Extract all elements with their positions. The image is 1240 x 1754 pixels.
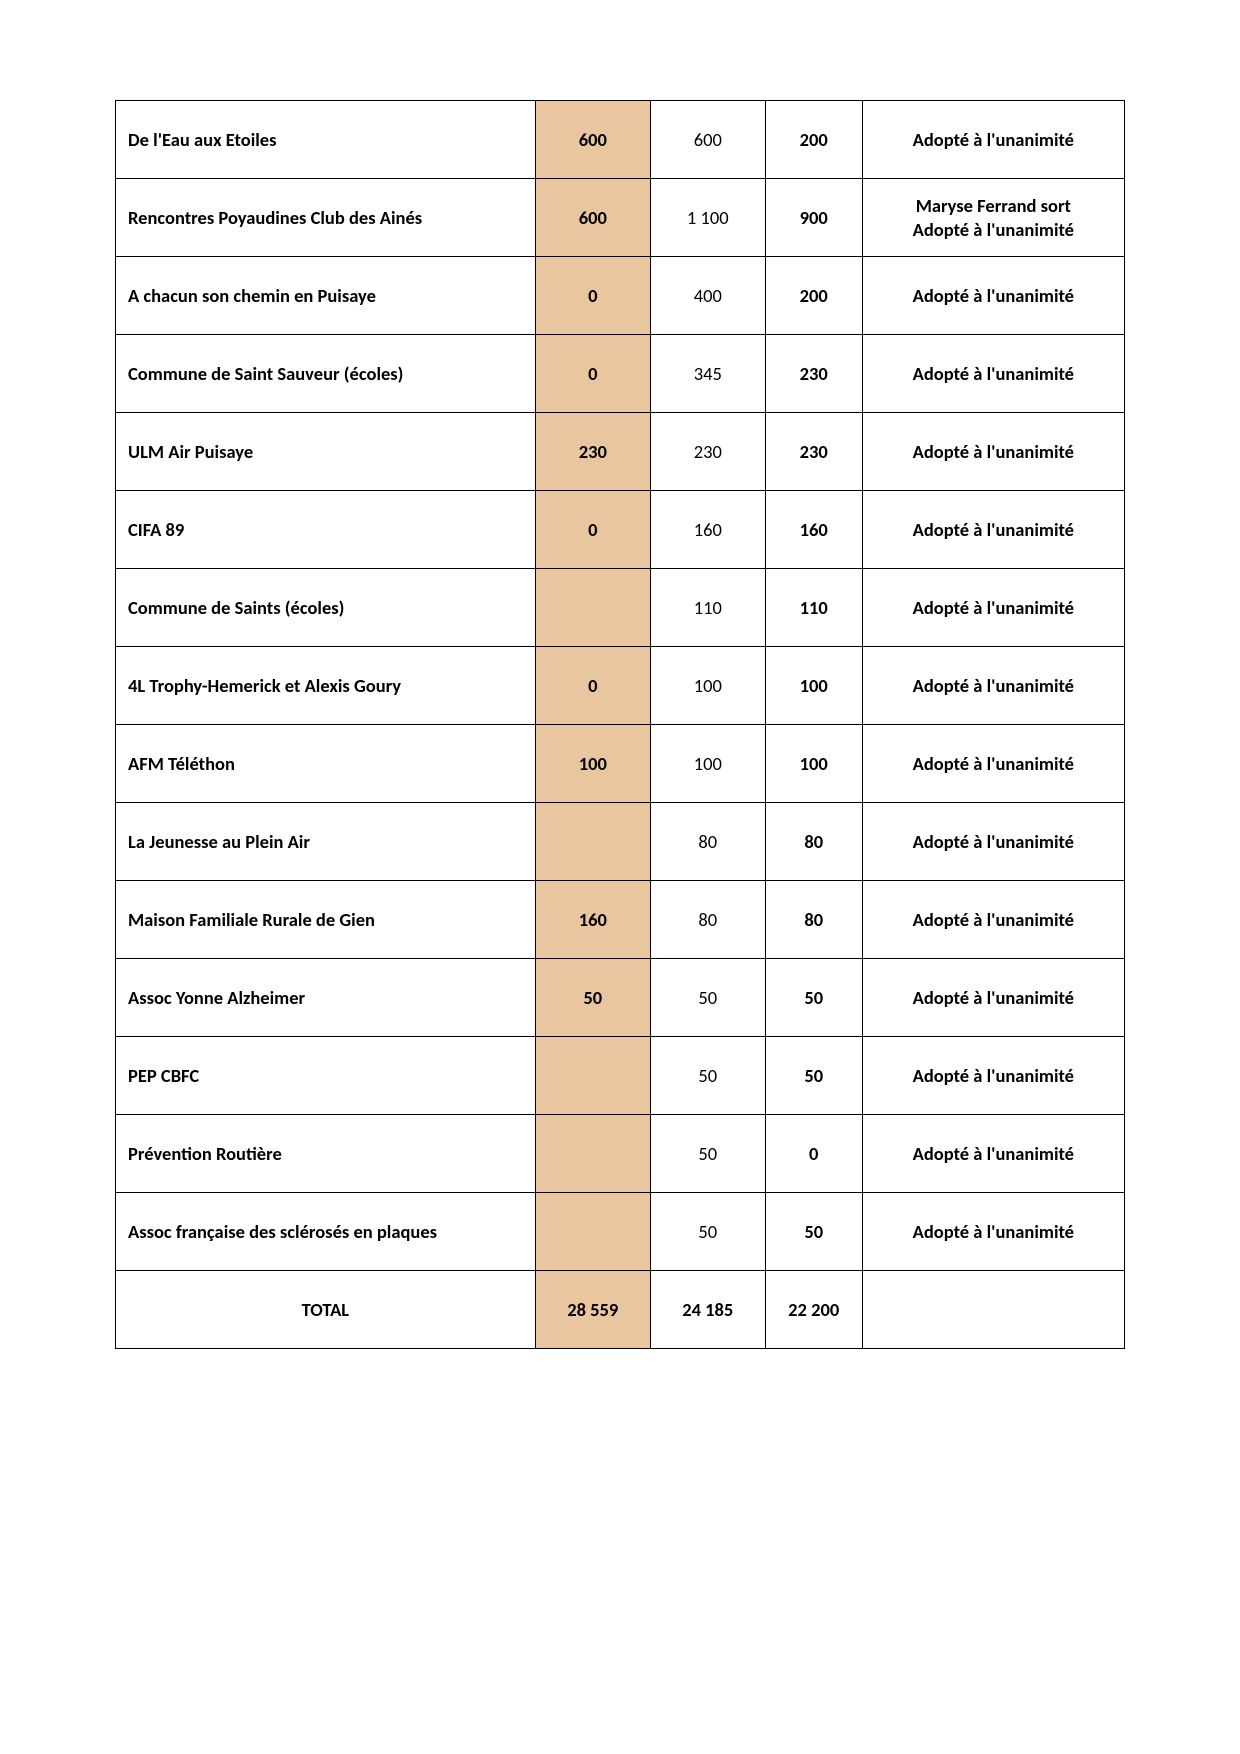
decision-cell: Adopté à l'unanimité bbox=[862, 881, 1124, 959]
value-1-cell: 230 bbox=[535, 413, 650, 491]
name-cell: ULM Air Puisaye bbox=[116, 413, 536, 491]
value-2-cell: 100 bbox=[650, 725, 765, 803]
decision-cell: Adopté à l'unanimité bbox=[862, 101, 1124, 179]
decision-cell: Adopté à l'unanimité bbox=[862, 413, 1124, 491]
value-3-cell: 900 bbox=[765, 179, 862, 257]
name-cell: Assoc Yonne Alzheimer bbox=[116, 959, 536, 1037]
total-decision-cell bbox=[862, 1271, 1124, 1349]
table-row: A chacun son chemin en Puisaye0400200Ado… bbox=[116, 257, 1125, 335]
value-3-cell: 200 bbox=[765, 257, 862, 335]
value-3-cell: 100 bbox=[765, 647, 862, 725]
table-row: Maison Familiale Rurale de Gien1608080Ad… bbox=[116, 881, 1125, 959]
decision-cell: Maryse Ferrand sortAdopté à l'unanimité bbox=[862, 179, 1124, 257]
total-value-2-cell: 24 185 bbox=[650, 1271, 765, 1349]
name-cell: Commune de Saint Sauveur (écoles) bbox=[116, 335, 536, 413]
value-3-cell: 160 bbox=[765, 491, 862, 569]
decision-cell: Adopté à l'unanimité bbox=[862, 1115, 1124, 1193]
name-cell: A chacun son chemin en Puisaye bbox=[116, 257, 536, 335]
value-1-cell: 0 bbox=[535, 257, 650, 335]
value-1-cell bbox=[535, 1037, 650, 1115]
name-cell: Commune de Saints (écoles) bbox=[116, 569, 536, 647]
value-2-cell: 110 bbox=[650, 569, 765, 647]
value-2-cell: 50 bbox=[650, 959, 765, 1037]
name-cell: La Jeunesse au Plein Air bbox=[116, 803, 536, 881]
value-3-cell: 50 bbox=[765, 959, 862, 1037]
value-2-cell: 400 bbox=[650, 257, 765, 335]
name-cell: Prévention Routière bbox=[116, 1115, 536, 1193]
value-2-cell: 100 bbox=[650, 647, 765, 725]
page: De l'Eau aux Etoiles600600200Adopté à l'… bbox=[0, 0, 1240, 1349]
table-row: Rencontres Poyaudines Club des Ainés6001… bbox=[116, 179, 1125, 257]
decision-cell: Adopté à l'unanimité bbox=[862, 803, 1124, 881]
value-2-cell: 160 bbox=[650, 491, 765, 569]
decision-cell: Adopté à l'unanimité bbox=[862, 257, 1124, 335]
decision-cell: Adopté à l'unanimité bbox=[862, 335, 1124, 413]
value-2-cell: 345 bbox=[650, 335, 765, 413]
table-row: Assoc Yonne Alzheimer505050Adopté à l'un… bbox=[116, 959, 1125, 1037]
name-cell: AFM Téléthon bbox=[116, 725, 536, 803]
value-1-cell: 50 bbox=[535, 959, 650, 1037]
name-cell: CIFA 89 bbox=[116, 491, 536, 569]
value-2-cell: 1 100 bbox=[650, 179, 765, 257]
value-3-cell: 200 bbox=[765, 101, 862, 179]
table-row: ULM Air Puisaye230230230Adopté à l'unani… bbox=[116, 413, 1125, 491]
name-cell: PEP CBFC bbox=[116, 1037, 536, 1115]
value-2-cell: 230 bbox=[650, 413, 765, 491]
table-row: Commune de Saints (écoles)110110Adopté à… bbox=[116, 569, 1125, 647]
name-cell: Maison Familiale Rurale de Gien bbox=[116, 881, 536, 959]
value-1-cell: 160 bbox=[535, 881, 650, 959]
total-value-1-cell: 28 559 bbox=[535, 1271, 650, 1349]
value-1-cell bbox=[535, 803, 650, 881]
table-row: De l'Eau aux Etoiles600600200Adopté à l'… bbox=[116, 101, 1125, 179]
value-1-cell: 0 bbox=[535, 647, 650, 725]
value-3-cell: 50 bbox=[765, 1193, 862, 1271]
name-cell: Rencontres Poyaudines Club des Ainés bbox=[116, 179, 536, 257]
total-row: TOTAL28 55924 18522 200 bbox=[116, 1271, 1125, 1349]
value-1-cell: 0 bbox=[535, 491, 650, 569]
table-row: 4L Trophy-Hemerick et Alexis Goury010010… bbox=[116, 647, 1125, 725]
value-3-cell: 110 bbox=[765, 569, 862, 647]
value-1-cell bbox=[535, 1115, 650, 1193]
decision-cell: Adopté à l'unanimité bbox=[862, 569, 1124, 647]
decision-cell: Adopté à l'unanimité bbox=[862, 491, 1124, 569]
value-1-cell: 600 bbox=[535, 101, 650, 179]
value-3-cell: 50 bbox=[765, 1037, 862, 1115]
value-2-cell: 80 bbox=[650, 881, 765, 959]
value-1-cell: 100 bbox=[535, 725, 650, 803]
total-label-cell: TOTAL bbox=[116, 1271, 536, 1349]
value-3-cell: 80 bbox=[765, 881, 862, 959]
total-value-3-cell: 22 200 bbox=[765, 1271, 862, 1349]
value-1-cell: 0 bbox=[535, 335, 650, 413]
value-2-cell: 50 bbox=[650, 1037, 765, 1115]
value-1-cell: 600 bbox=[535, 179, 650, 257]
decision-cell: Adopté à l'unanimité bbox=[862, 1037, 1124, 1115]
table-row: PEP CBFC5050Adopté à l'unanimité bbox=[116, 1037, 1125, 1115]
value-3-cell: 100 bbox=[765, 725, 862, 803]
name-cell: Assoc française des sclérosés en plaques bbox=[116, 1193, 536, 1271]
decision-cell: Adopté à l'unanimité bbox=[862, 1193, 1124, 1271]
table-row: Commune de Saint Sauveur (écoles)0345230… bbox=[116, 335, 1125, 413]
name-cell: De l'Eau aux Etoiles bbox=[116, 101, 536, 179]
subventions-table: De l'Eau aux Etoiles600600200Adopté à l'… bbox=[115, 100, 1125, 1349]
value-2-cell: 80 bbox=[650, 803, 765, 881]
name-cell: 4L Trophy-Hemerick et Alexis Goury bbox=[116, 647, 536, 725]
table-row: Assoc française des sclérosés en plaques… bbox=[116, 1193, 1125, 1271]
decision-cell: Adopté à l'unanimité bbox=[862, 959, 1124, 1037]
value-1-cell bbox=[535, 569, 650, 647]
value-3-cell: 0 bbox=[765, 1115, 862, 1193]
value-1-cell bbox=[535, 1193, 650, 1271]
value-2-cell: 50 bbox=[650, 1193, 765, 1271]
value-3-cell: 80 bbox=[765, 803, 862, 881]
value-3-cell: 230 bbox=[765, 413, 862, 491]
value-2-cell: 50 bbox=[650, 1115, 765, 1193]
decision-cell: Adopté à l'unanimité bbox=[862, 647, 1124, 725]
table-row: La Jeunesse au Plein Air8080Adopté à l'u… bbox=[116, 803, 1125, 881]
table-row: CIFA 890160160Adopté à l'unanimité bbox=[116, 491, 1125, 569]
value-3-cell: 230 bbox=[765, 335, 862, 413]
decision-cell: Adopté à l'unanimité bbox=[862, 725, 1124, 803]
table-row: Prévention Routière 500Adopté à l'unanimi… bbox=[116, 1115, 1125, 1193]
table-row: AFM Téléthon100100100Adopté à l'unanimit… bbox=[116, 725, 1125, 803]
value-2-cell: 600 bbox=[650, 101, 765, 179]
